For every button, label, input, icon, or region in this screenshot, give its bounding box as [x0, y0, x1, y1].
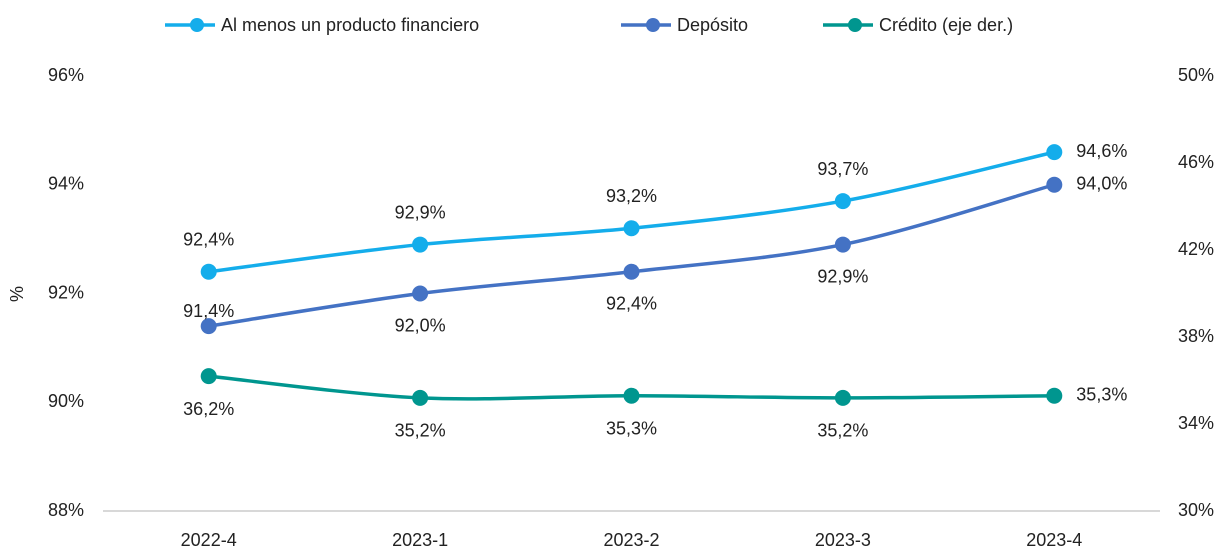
- x-tick-label: 2023-3: [815, 530, 871, 550]
- y-tick-label: 92%: [48, 282, 84, 302]
- data-label: 92,0%: [395, 315, 446, 335]
- y-axis-label: %: [7, 286, 27, 302]
- data-point: [1046, 144, 1063, 161]
- data-label: 93,7%: [817, 159, 868, 179]
- x-tick-label: 2023-1: [392, 530, 448, 550]
- data-label: 92,9%: [817, 266, 868, 286]
- data-label: 93,2%: [606, 186, 657, 206]
- data-point: [834, 389, 851, 406]
- data-point: [1046, 387, 1063, 404]
- y2-tick-label: 46%: [1178, 152, 1214, 172]
- data-point: [412, 389, 429, 406]
- y-tick-label: 90%: [48, 391, 84, 411]
- data-label: 94,0%: [1076, 174, 1127, 194]
- data-point: [834, 236, 851, 253]
- legend-marker: [190, 18, 204, 32]
- data-label: 92,4%: [606, 294, 657, 314]
- data-label: 35,3%: [606, 418, 657, 438]
- data-label: 91,4%: [183, 301, 234, 321]
- x-tick-label: 2023-4: [1026, 530, 1082, 550]
- y2-tick-label: 38%: [1178, 326, 1214, 346]
- legend-marker: [646, 18, 660, 32]
- y-tick-label: 94%: [48, 174, 84, 194]
- data-point: [200, 263, 217, 280]
- data-label: 35,2%: [395, 421, 446, 441]
- data-point: [1046, 176, 1063, 193]
- legend-marker: [848, 18, 862, 32]
- data-label: 35,3%: [1076, 384, 1127, 404]
- legend-label: Al menos un producto financiero: [221, 15, 479, 35]
- y2-tick-label: 50%: [1178, 65, 1214, 85]
- y-tick-label: 88%: [48, 500, 84, 520]
- y2-tick-label: 30%: [1178, 500, 1214, 520]
- data-point: [200, 368, 217, 385]
- y2-tick-label: 42%: [1178, 239, 1214, 259]
- data-label: 35,2%: [817, 421, 868, 441]
- data-point: [623, 263, 640, 280]
- data-point: [623, 220, 640, 237]
- x-tick-label: 2023-2: [603, 530, 659, 550]
- data-point: [200, 318, 217, 335]
- series-line: [208, 150, 1055, 274]
- data-point: [623, 387, 640, 404]
- data-label: 92,9%: [395, 202, 446, 222]
- data-point: [412, 285, 429, 302]
- data-label: 94,6%: [1076, 141, 1127, 161]
- data-label: 92,4%: [183, 230, 234, 250]
- data-point: [412, 236, 429, 253]
- y2-tick-label: 34%: [1178, 413, 1214, 433]
- data-point: [834, 193, 851, 210]
- y-tick-label: 96%: [48, 65, 84, 85]
- legend-label: Depósito: [677, 15, 748, 35]
- x-tick-label: 2022-4: [181, 530, 237, 550]
- data-label: 36,2%: [183, 399, 234, 419]
- legend-label: Crédito (eje der.): [879, 15, 1013, 35]
